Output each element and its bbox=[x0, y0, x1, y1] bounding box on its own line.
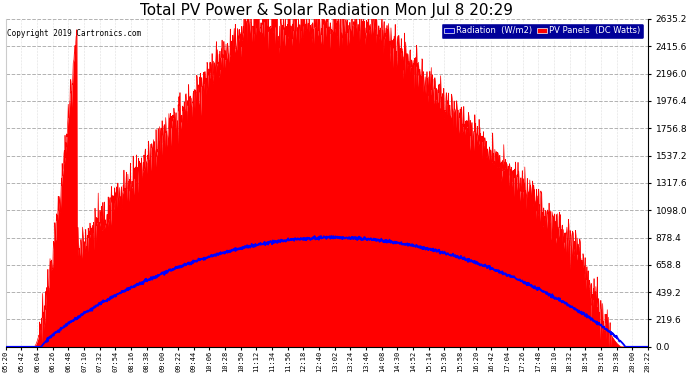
Text: Copyright 2019 Cartronics.com: Copyright 2019 Cartronics.com bbox=[7, 29, 141, 38]
Title: Total PV Power & Solar Radiation Mon Jul 8 20:29: Total PV Power & Solar Radiation Mon Jul… bbox=[140, 3, 513, 18]
Legend: Radiation  (W/m2), PV Panels  (DC Watts): Radiation (W/m2), PV Panels (DC Watts) bbox=[441, 23, 644, 39]
